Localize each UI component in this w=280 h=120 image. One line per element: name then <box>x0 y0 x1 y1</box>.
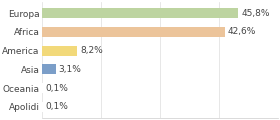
Bar <box>42 8 239 18</box>
Bar <box>42 102 43 112</box>
Text: 0,1%: 0,1% <box>45 102 68 111</box>
Text: 3,1%: 3,1% <box>58 65 81 74</box>
Bar <box>42 27 225 37</box>
Text: 0,1%: 0,1% <box>45 84 68 93</box>
Text: 42,6%: 42,6% <box>227 27 256 36</box>
Bar <box>42 45 77 56</box>
Text: 45,8%: 45,8% <box>241 9 270 18</box>
Bar <box>42 64 55 75</box>
Text: 8,2%: 8,2% <box>80 46 103 55</box>
Bar <box>42 83 43 93</box>
